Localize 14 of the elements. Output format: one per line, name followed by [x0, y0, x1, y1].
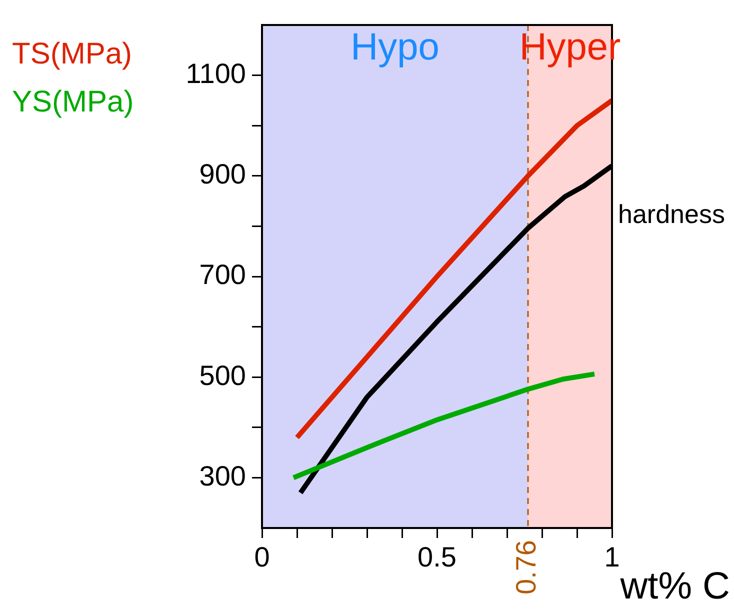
band-label: Hypo: [350, 26, 440, 68]
y-tick-label: 1100: [186, 58, 246, 90]
x-axis-title: wt% C: [619, 565, 730, 608]
x-tick-label: 1: [604, 542, 620, 573]
text: TS(MPa): [12, 37, 132, 70]
y-tick-label: 300: [199, 460, 246, 492]
series-label: hardness: [618, 199, 725, 230]
y-tick-label: 500: [199, 360, 246, 391]
text: YS(MPa): [12, 85, 134, 118]
y-tick-label: 700: [199, 259, 246, 290]
x-tick-label: 0: [254, 542, 270, 573]
y-tick-label: 900: [199, 158, 246, 190]
x-tick-label: 0.5: [418, 542, 456, 573]
ref-line-label: 0.76: [510, 540, 542, 594]
